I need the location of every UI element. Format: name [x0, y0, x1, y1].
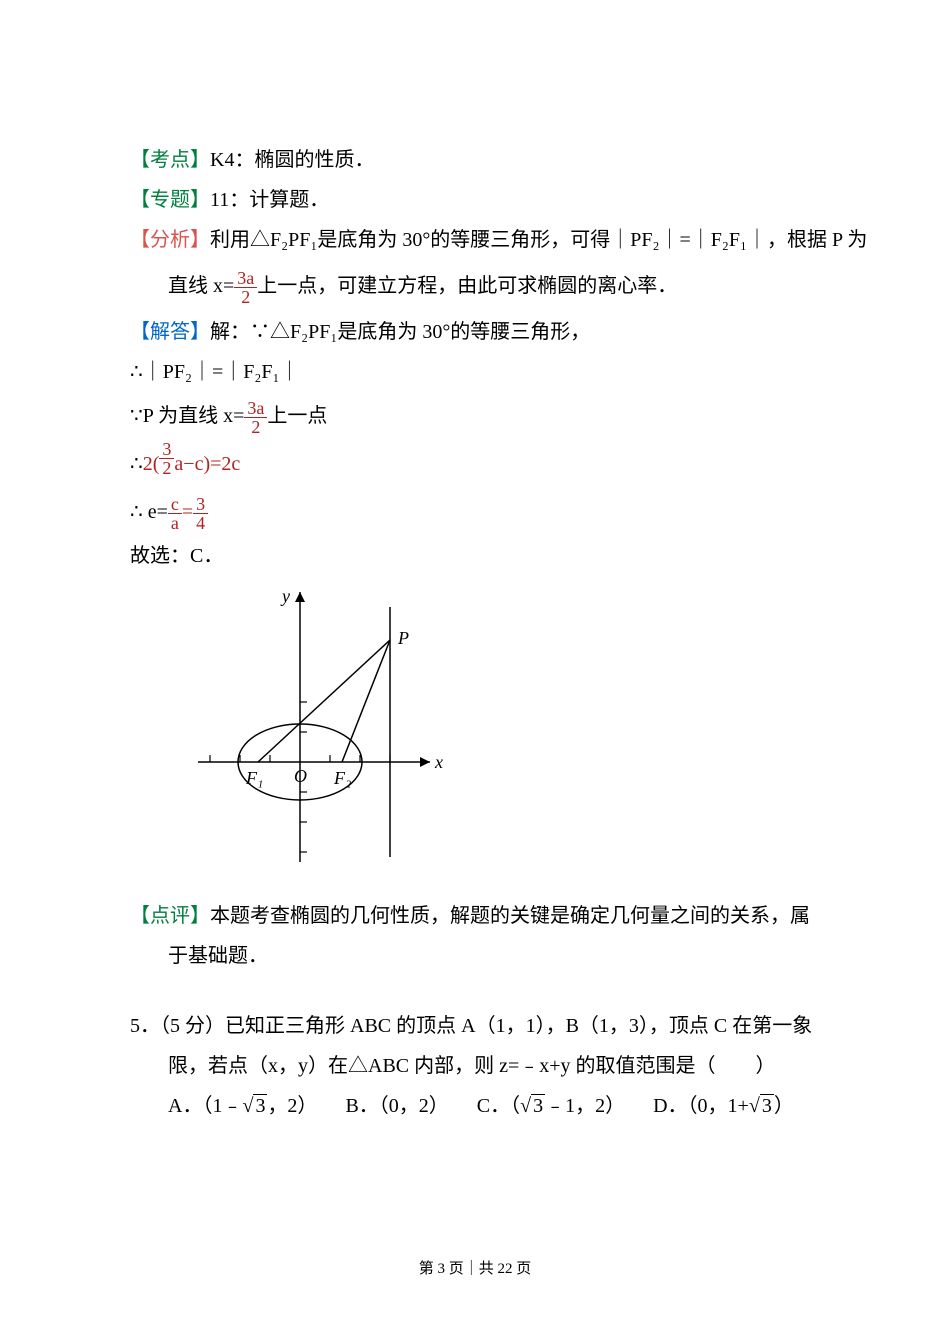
- zhuanti-label: 【专题】: [130, 189, 210, 211]
- svg-text:P: P: [397, 628, 409, 648]
- svg-text:x: x: [434, 752, 443, 772]
- jieda-line4: ∴2(32a−c)=2c: [130, 440, 820, 488]
- q5-stem2: 限，若点（x，y）在△ABC 内部，则 z=﹣x+y 的取值范围是（ ）: [130, 1046, 820, 1086]
- fenxi-text1: 利用△F₂PF₁是底角为 30°的等腰三角形，可得｜PF₂｜=｜F₂F₁｜，根据…: [210, 229, 867, 251]
- svg-text:F₂: F₂: [333, 768, 351, 788]
- fenxi-line1: 【分析】利用△F₂PF₁是底角为 30°的等腰三角形，可得｜PF₂｜=｜F₂F₁…: [130, 220, 820, 260]
- fenxi-text2-prefix: 直线 x=: [168, 275, 234, 297]
- frac-3-4: 34: [193, 495, 208, 532]
- frac-c-a: ca: [168, 495, 182, 532]
- frac-3a-2: 3a2: [234, 269, 257, 306]
- document-page: 【考点】K4：椭圆的性质． 【专题】11：计算题． 【分析】利用△F₂PF₁是底…: [0, 0, 950, 1344]
- question-5: 5．（5 分）已知正三角形 ABC 的顶点 A（1，1），B（1，3），顶点 C…: [130, 1006, 820, 1126]
- q5-opt-a: A．（1﹣√3，2）: [168, 1086, 317, 1126]
- diagram-svg: x y O F₁ F₂ P: [190, 582, 450, 872]
- jieda-text3-prefix: ∵P 为直线 x=: [130, 405, 244, 427]
- svg-text:F₁: F₁: [245, 768, 263, 788]
- jieda-text3-suffix: 上一点: [267, 405, 327, 427]
- dianping-label: 【点评】: [130, 905, 210, 927]
- jieda-line2: ∴｜PF₂｜=｜F₂F₁｜: [130, 352, 820, 392]
- svg-text:y: y: [280, 586, 290, 606]
- kaodian-text: K4：椭圆的性质．: [210, 149, 374, 171]
- jieda-text1: 解：∵△F₂PF₁是底角为 30°的等腰三角形，: [210, 321, 590, 343]
- q5-stem1: 5．（5 分）已知正三角形 ABC 的顶点 A（1，1），B（1，3），顶点 C…: [130, 1006, 820, 1046]
- q5-opt-c: C．（√3﹣1，2）: [477, 1086, 625, 1126]
- therefore-1: ∴: [130, 453, 143, 475]
- jieda-line1: 【解答】解：∵△F₂PF₁是底角为 30°的等腰三角形，: [130, 312, 820, 352]
- dianping-line1: 【点评】本题考查椭圆的几何性质，解题的关键是确定几何量之间的关系，属: [130, 896, 820, 936]
- fenxi-text2-suffix: 上一点，可建立方程，由此可求椭圆的离心率．: [257, 275, 677, 297]
- page-footer: 第 3 页｜共 22 页: [0, 1254, 950, 1284]
- zhuanti-text: 11：计算题．: [210, 189, 329, 211]
- fenxi-line2: 直线 x=3a2上一点，可建立方程，由此可求椭圆的离心率．: [130, 260, 820, 312]
- frac-3a-2-b: 3a2: [244, 399, 267, 436]
- svg-text:O: O: [294, 766, 307, 786]
- jieda-line3: ∵P 为直线 x=3a2上一点: [130, 392, 820, 440]
- q5-opt-b: B．（0，2）: [345, 1086, 448, 1126]
- kaodian-label: 【考点】: [130, 149, 210, 171]
- jieda-line5: ∴ e=ca=34: [130, 488, 820, 536]
- expr-2c: 2(32a−c)=2c: [143, 453, 241, 475]
- q5-options: A．（1﹣√3，2） B．（0，2） C．（√3﹣1，2） D．（0，1+√3）: [130, 1086, 820, 1126]
- zhuanti-line: 【专题】11：计算题．: [130, 180, 820, 220]
- fenxi-label: 【分析】: [130, 229, 210, 251]
- jieda-line6: 故选：C．: [130, 536, 820, 576]
- dianping-text1: 本题考查椭圆的几何性质，解题的关键是确定几何量之间的关系，属: [210, 905, 810, 927]
- jieda-label: 【解答】: [130, 321, 210, 343]
- q5-opt-d: D．（0，1+√3）: [653, 1086, 794, 1126]
- kaodian-line: 【考点】K4：椭圆的性质．: [130, 140, 820, 180]
- ellipse-diagram: x y O F₁ F₂ P: [190, 582, 820, 886]
- therefore-2: ∴ e=: [130, 501, 168, 523]
- dianping-line2: 于基础题．: [130, 936, 820, 976]
- equals: =: [182, 501, 193, 523]
